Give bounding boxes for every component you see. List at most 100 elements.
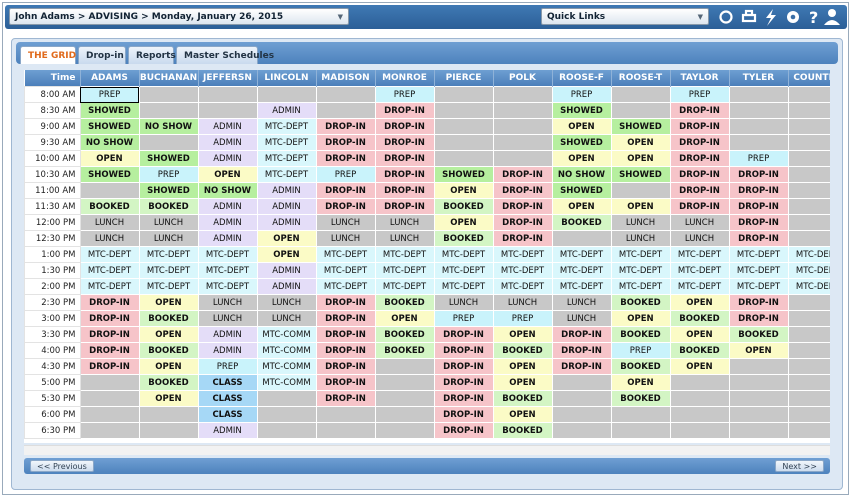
slot-cell[interactable] xyxy=(79,390,140,407)
slot-cell[interactable] xyxy=(787,230,830,247)
slot-cell[interactable] xyxy=(256,406,317,423)
slot-cell[interactable] xyxy=(374,374,435,391)
slot-cell[interactable]: OPEN xyxy=(138,294,199,311)
slot-cell[interactable]: DROP-IN xyxy=(433,374,494,391)
slot-cell[interactable]: DROP-IN xyxy=(315,198,376,215)
slot-cell[interactable]: ADMIN xyxy=(197,134,258,151)
slot-cell[interactable]: PREP xyxy=(374,86,435,103)
slot-cell[interactable] xyxy=(787,150,830,167)
slot-cell[interactable]: LUNCH xyxy=(315,214,376,231)
slot-cell[interactable] xyxy=(728,374,789,391)
slot-cell[interactable]: SHOWED xyxy=(551,182,612,199)
slot-cell[interactable]: DROP-IN xyxy=(433,342,494,359)
slot-cell[interactable]: PREP xyxy=(551,86,612,103)
slot-cell[interactable]: OPEN xyxy=(551,150,612,167)
slot-cell[interactable]: DROP-IN xyxy=(433,422,494,439)
slot-cell[interactable]: OPEN xyxy=(433,214,494,231)
slot-cell[interactable]: SHOWED xyxy=(138,182,199,199)
slot-cell[interactable] xyxy=(433,150,494,167)
slot-cell[interactable]: DROP-IN xyxy=(433,326,494,343)
slot-cell[interactable] xyxy=(551,406,612,423)
slot-cell[interactable] xyxy=(79,374,140,391)
slot-cell[interactable]: BOOKED xyxy=(433,230,494,247)
slot-cell[interactable] xyxy=(787,118,830,135)
slot-cell[interactable]: MTC-DEPT xyxy=(433,246,494,263)
slot-cell[interactable]: LUNCH xyxy=(374,214,435,231)
slot-cell[interactable]: LUNCH xyxy=(492,294,553,311)
slot-cell[interactable]: OPEN xyxy=(492,374,553,391)
slot-cell[interactable]: DROP-IN xyxy=(492,230,553,247)
slot-cell[interactable]: BOOKED xyxy=(551,214,612,231)
slot-cell[interactable] xyxy=(787,374,830,391)
slot-cell[interactable]: MTC-DEPT xyxy=(492,278,553,295)
slot-cell[interactable]: SHOWED xyxy=(610,118,671,135)
slot-cell[interactable]: DROP-IN xyxy=(315,374,376,391)
slot-cell[interactable]: ADMIN xyxy=(256,262,317,279)
slot-cell[interactable]: OPEN xyxy=(374,310,435,327)
slot-cell[interactable]: LUNCH xyxy=(610,214,671,231)
slot-cell[interactable]: DROP-IN xyxy=(315,150,376,167)
slot-cell[interactable]: ADMIN xyxy=(256,278,317,295)
slot-cell[interactable]: DROP-IN xyxy=(315,182,376,199)
slot-cell[interactable]: DROP-IN xyxy=(79,310,140,327)
slot-cell[interactable] xyxy=(787,182,830,199)
slot-cell[interactable]: DROP-IN xyxy=(551,342,612,359)
slot-cell[interactable] xyxy=(787,310,830,327)
slot-cell[interactable]: DROP-IN xyxy=(728,198,789,215)
slot-cell[interactable]: BOOKED xyxy=(79,198,140,215)
slot-cell[interactable]: BOOKED xyxy=(138,310,199,327)
slot-cell[interactable]: DROP-IN xyxy=(374,134,435,151)
slot-cell[interactable]: MTC-DEPT xyxy=(79,278,140,295)
slot-cell[interactable]: MTC-DEPT xyxy=(138,278,199,295)
slot-cell[interactable]: OPEN xyxy=(551,118,612,135)
slot-cell[interactable] xyxy=(610,406,671,423)
slot-cell[interactable]: OPEN xyxy=(728,342,789,359)
slot-cell[interactable]: DROP-IN xyxy=(551,326,612,343)
slot-cell[interactable]: DROP-IN xyxy=(374,118,435,135)
slot-cell[interactable]: BOOKED xyxy=(374,326,435,343)
slot-cell[interactable]: MTC-DEPT xyxy=(256,166,317,183)
help-icon[interactable]: ? xyxy=(809,8,818,27)
slot-cell[interactable]: LUNCH xyxy=(669,214,730,231)
slot-cell[interactable]: DROP-IN xyxy=(315,134,376,151)
slot-cell[interactable]: DROP-IN xyxy=(315,326,376,343)
slot-cell[interactable] xyxy=(551,422,612,439)
slot-cell[interactable]: DROP-IN xyxy=(728,166,789,183)
slot-cell[interactable]: OPEN xyxy=(138,358,199,375)
slot-cell[interactable] xyxy=(787,294,830,311)
slot-cell[interactable]: MTC-DEPT xyxy=(79,262,140,279)
slot-cell[interactable] xyxy=(728,102,789,119)
slot-cell[interactable]: ADMIN xyxy=(197,230,258,247)
slot-cell[interactable]: BOOKED xyxy=(669,342,730,359)
slot-cell[interactable] xyxy=(787,102,830,119)
slot-cell[interactable]: SHOWED xyxy=(610,166,671,183)
slot-cell[interactable]: ADMIN xyxy=(256,182,317,199)
slot-cell[interactable]: DROP-IN xyxy=(79,358,140,375)
slot-cell[interactable] xyxy=(492,150,553,167)
slot-cell[interactable] xyxy=(433,102,494,119)
slot-cell[interactable]: PREP xyxy=(669,86,730,103)
slot-cell[interactable] xyxy=(787,406,830,423)
slot-cell[interactable]: SHOWED xyxy=(79,118,140,135)
slot-cell[interactable]: LUNCH xyxy=(256,294,317,311)
slot-cell[interactable]: MTC-DEPT xyxy=(669,262,730,279)
slot-cell[interactable] xyxy=(669,422,730,439)
slot-cell[interactable] xyxy=(492,118,553,135)
slot-cell[interactable]: ADMIN xyxy=(197,150,258,167)
slot-cell[interactable] xyxy=(610,102,671,119)
slot-cell[interactable]: LUNCH xyxy=(256,310,317,327)
slot-cell[interactable]: MTC-DEPT xyxy=(197,262,258,279)
slot-cell[interactable]: MTC-DEPT xyxy=(256,150,317,167)
slot-cell[interactable]: LUNCH xyxy=(551,294,612,311)
slot-cell[interactable]: MTC-DEPT xyxy=(256,118,317,135)
slot-cell[interactable]: PREP xyxy=(728,150,789,167)
slot-cell[interactable]: ADMIN xyxy=(197,198,258,215)
slot-cell[interactable]: BOOKED xyxy=(492,342,553,359)
slot-cell[interactable]: LUNCH xyxy=(669,230,730,247)
slot-cell[interactable] xyxy=(79,422,140,439)
slot-cell[interactable] xyxy=(787,358,830,375)
slot-cell[interactable]: ADMIN xyxy=(256,198,317,215)
slot-cell[interactable]: DROP-IN xyxy=(433,406,494,423)
slot-cell[interactable] xyxy=(256,390,317,407)
slot-cell[interactable]: DROP-IN xyxy=(728,182,789,199)
